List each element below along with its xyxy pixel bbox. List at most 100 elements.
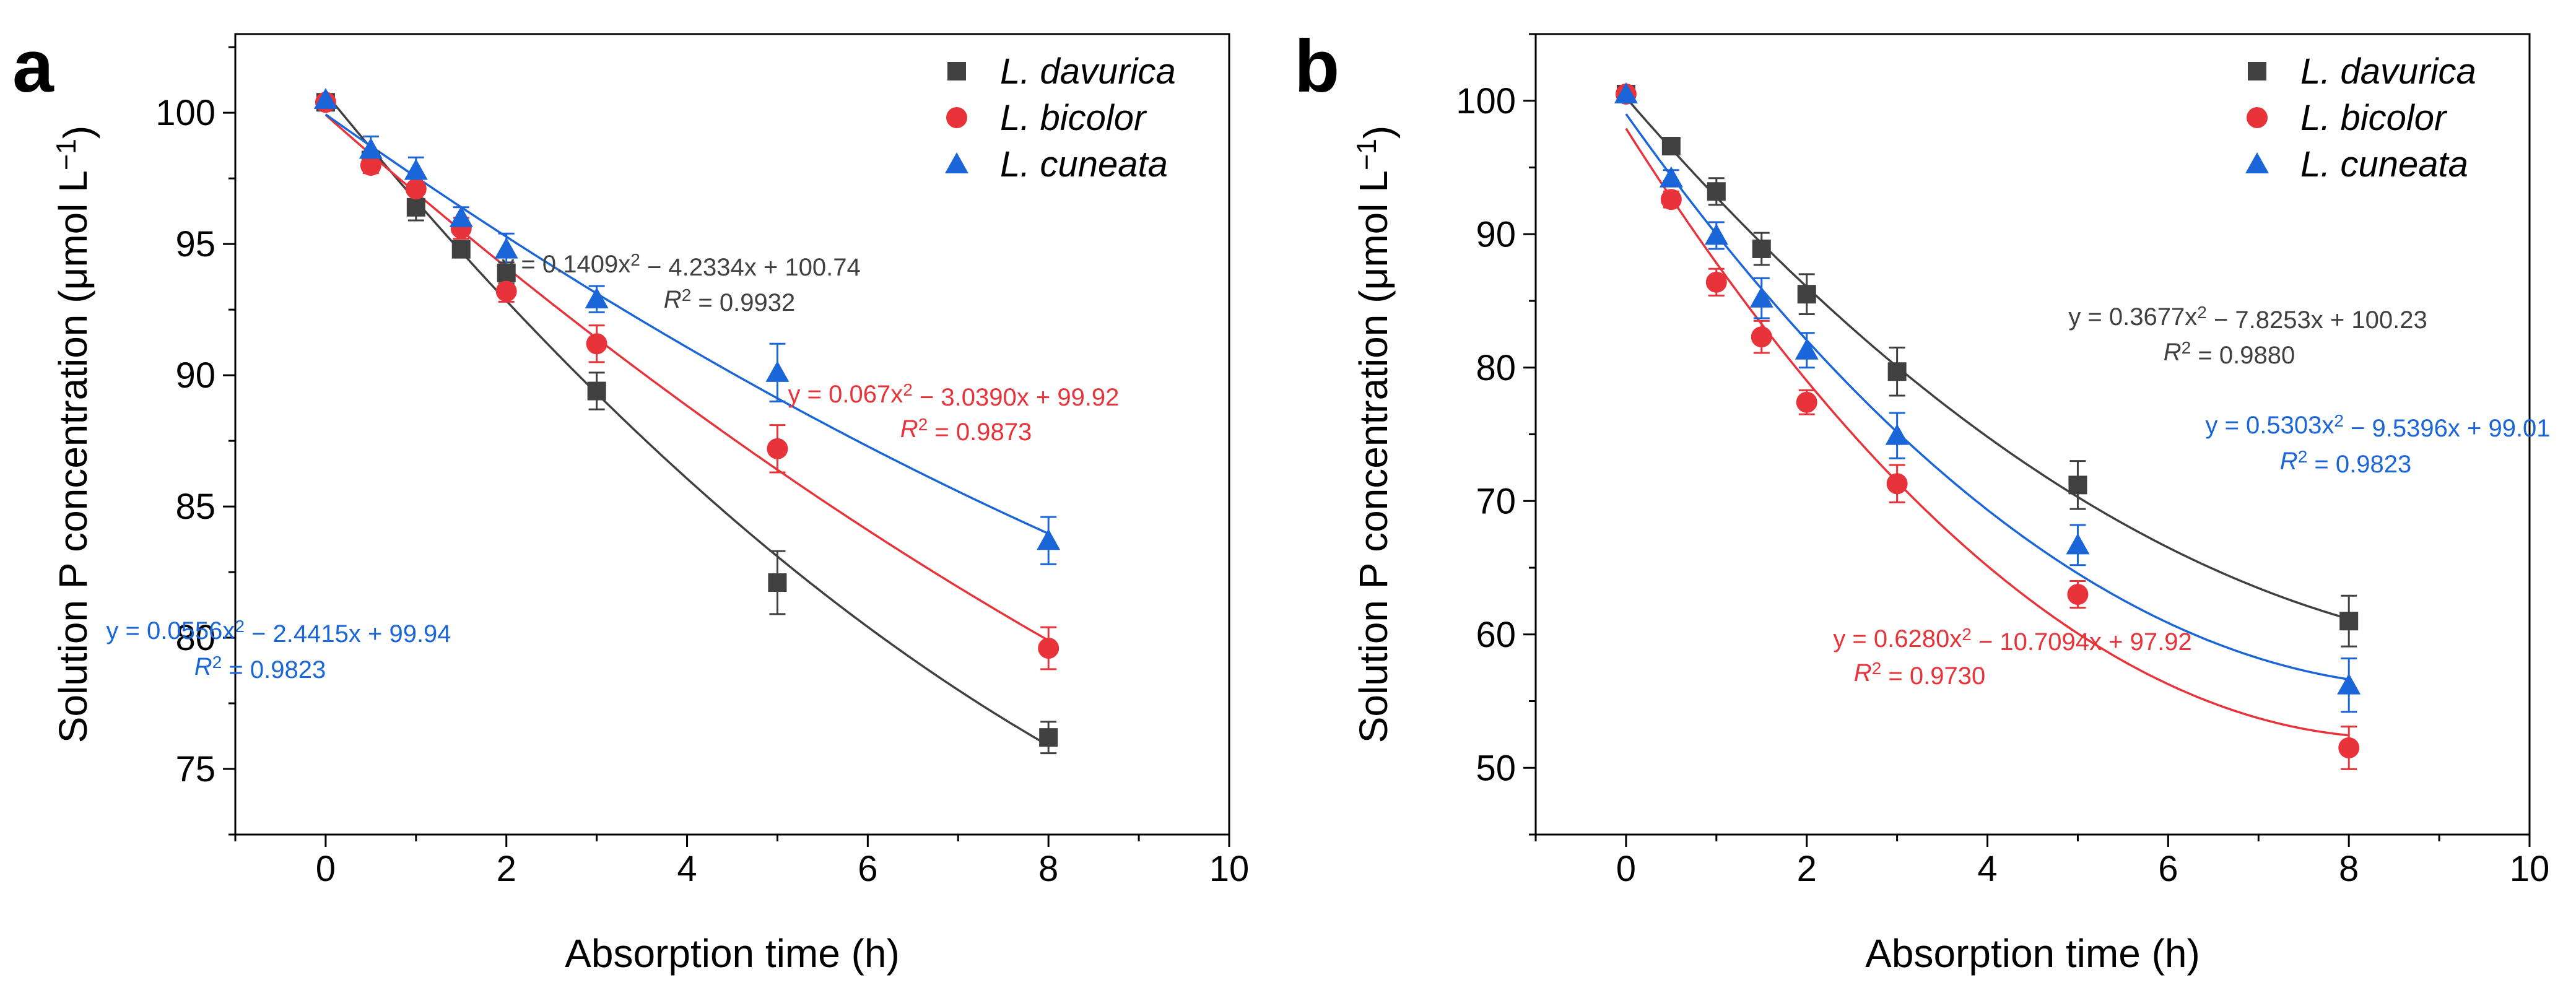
data-point <box>1037 529 1061 550</box>
data-point <box>1795 338 1819 360</box>
data-point <box>1885 423 1909 445</box>
y-axis-title: Solution P concentration (μmol L−1) <box>1351 126 1401 743</box>
fit-r2: R2 = 0.9880 <box>2164 338 2295 369</box>
fit-curve <box>1625 97 2349 620</box>
data-point <box>1704 223 1728 245</box>
x-tick-label: 10 <box>2510 849 2550 889</box>
y-tick-label: 50 <box>1476 748 1516 788</box>
data-point <box>404 158 428 180</box>
y-tick-label: 90 <box>175 355 215 396</box>
x-tick-label: 2 <box>1797 849 1817 889</box>
data-point <box>2338 737 2360 758</box>
data-point <box>1752 239 1771 258</box>
data-point <box>405 178 427 200</box>
legend-label: L. bicolor <box>1000 98 1147 138</box>
data-point <box>1887 362 1907 381</box>
data-point <box>360 154 381 176</box>
y-tick-label: 60 <box>1476 615 1516 655</box>
data-point <box>497 263 516 282</box>
plot-frame <box>234 33 1230 836</box>
y-tick-label: 70 <box>1476 481 1516 521</box>
y-tick-label: 80 <box>1476 348 1516 388</box>
panel-letter: b <box>1294 25 1339 108</box>
fit-curve <box>324 113 1049 535</box>
data-point <box>1797 285 1816 304</box>
x-axis-title: Absorption time (h) <box>1865 931 2200 976</box>
legend-label: L. cuneata <box>1000 144 1168 184</box>
x-tick-label: 4 <box>677 849 697 889</box>
legend-marker <box>947 62 966 80</box>
x-tick-label: 8 <box>2339 849 2359 889</box>
x-tick-label: 4 <box>1977 849 1997 889</box>
fit-equation: y = 0.6280x2 − 10.7094x + 97.92 <box>1833 625 2191 656</box>
panel-letter: a <box>12 25 54 108</box>
fit-equation: y = 0.0556x2 − 2.4415x + 99.94 <box>106 617 451 648</box>
data-point <box>585 287 609 309</box>
legend-marker <box>2247 107 2268 128</box>
data-point <box>451 240 471 259</box>
x-tick-label: 0 <box>316 849 336 889</box>
fit-equation: y = 0.3677x2 − 7.8253x + 100.23 <box>2068 303 2427 334</box>
data-point <box>1749 286 1773 308</box>
fit-r2: R2 = 0.9873 <box>900 415 1032 446</box>
data-point <box>2337 673 2361 695</box>
data-point <box>1796 391 1817 413</box>
data-point <box>1751 326 1772 348</box>
data-point <box>1705 271 1727 293</box>
fit-curve <box>324 114 1050 642</box>
legend-label: L. cuneata <box>2300 144 2468 184</box>
fit-r2: R2 = 0.9823 <box>194 653 326 683</box>
data-point <box>1661 137 1681 156</box>
x-tick-label: 6 <box>2158 849 2178 889</box>
data-point <box>2339 612 2359 631</box>
panel-a: a 0 2 4 6 8 10 75 80 85 90 95 100 Absorption time (h)… <box>12 25 1249 976</box>
data-point <box>495 280 517 302</box>
data-point <box>313 87 337 109</box>
data-point <box>1660 189 1682 210</box>
fit-r2: R2 = 0.9823 <box>2280 447 2411 478</box>
fit-equation: y = 0.067x2 − 3.0390x + 99.92 <box>788 380 1120 411</box>
x-tick-label: 8 <box>1038 849 1058 889</box>
data-point <box>2067 584 2089 605</box>
data-point <box>494 237 518 259</box>
data-point <box>767 438 788 459</box>
fit-curve <box>324 92 1050 747</box>
fit-curve <box>1625 128 2349 737</box>
y-tick-label: 80 <box>175 618 215 658</box>
x-axis-title: Absorption time (h) <box>565 931 900 976</box>
y-tick-label: 85 <box>175 487 215 527</box>
x-tick-label: 2 <box>497 849 516 889</box>
panel-b: b 0 2 4 6 8 10 50 60 70 80 90 100 Absorption time (h)… <box>1294 25 2551 976</box>
y-tick-label: 90 <box>1476 214 1516 254</box>
x-tick-label: 6 <box>858 849 877 889</box>
legend-marker <box>2245 152 2269 173</box>
fit-equation: y = 0.1409x2 − 4.2334x + 100.74 <box>502 250 860 281</box>
x-tick-label: 0 <box>1616 849 1636 889</box>
fit-r2: R2 = 0.9730 <box>1854 659 1985 690</box>
x-tick-label: 10 <box>1209 849 1250 889</box>
data-point <box>406 197 425 217</box>
data-point <box>765 360 790 382</box>
y-axis-title: Solution P concentration (μmol L−1) <box>51 126 100 743</box>
data-point <box>1886 473 1908 495</box>
fit-curve <box>1625 113 2349 681</box>
y-tick-label: 75 <box>175 749 215 789</box>
data-point <box>1707 182 1726 201</box>
data-point <box>1038 638 1060 659</box>
y-tick-label: 95 <box>175 224 215 264</box>
data-point <box>2066 533 2090 555</box>
data-point <box>1039 728 1058 747</box>
data-point <box>359 137 383 159</box>
legend-label: L. davurica <box>1000 51 1176 92</box>
legend-label: L. davurica <box>2300 51 2476 92</box>
data-point <box>1614 82 1638 103</box>
legend-marker <box>946 107 967 128</box>
data-point <box>1659 166 1683 188</box>
fit-equation: y = 0.5303x2 − 9.5396x + 99.01 <box>2205 411 2550 442</box>
legend-marker <box>945 152 968 173</box>
data-point <box>449 206 473 227</box>
y-tick-label: 100 <box>155 93 215 133</box>
data-point <box>586 333 607 355</box>
data-point <box>768 573 787 592</box>
